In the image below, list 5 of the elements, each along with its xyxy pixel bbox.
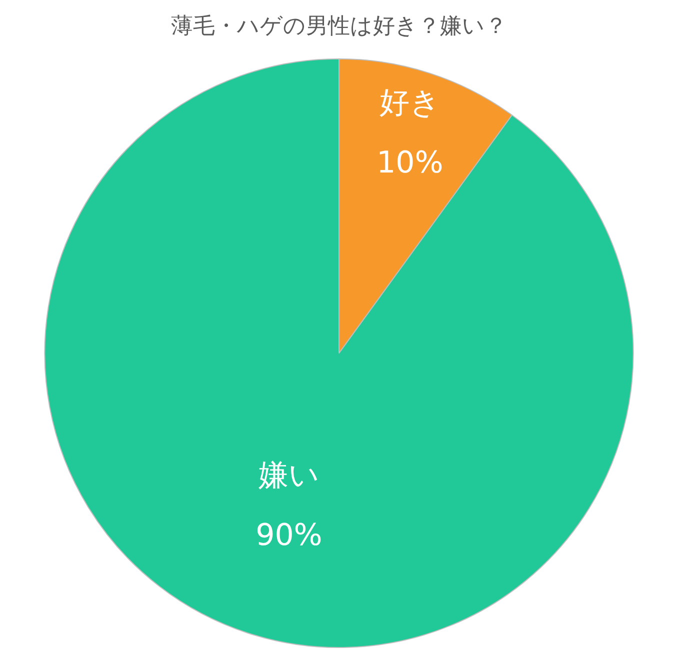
data-label: 90%: [256, 518, 322, 553]
data-label: 10%: [376, 146, 444, 181]
slice-label: 好き: [379, 86, 440, 121]
chart-title: 薄毛・ハゲの男性は好き？嫌い？: [171, 14, 507, 39]
slice-label: 嫌い: [258, 458, 320, 493]
